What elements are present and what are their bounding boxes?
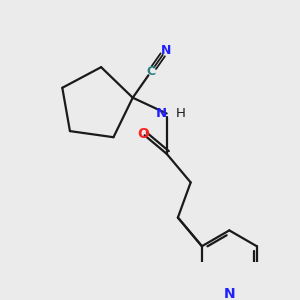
Text: O: O <box>137 127 149 141</box>
Text: N: N <box>224 287 235 300</box>
Text: N: N <box>160 44 171 57</box>
Text: C: C <box>146 65 155 78</box>
Text: H: H <box>176 107 186 120</box>
Text: N: N <box>155 107 167 120</box>
